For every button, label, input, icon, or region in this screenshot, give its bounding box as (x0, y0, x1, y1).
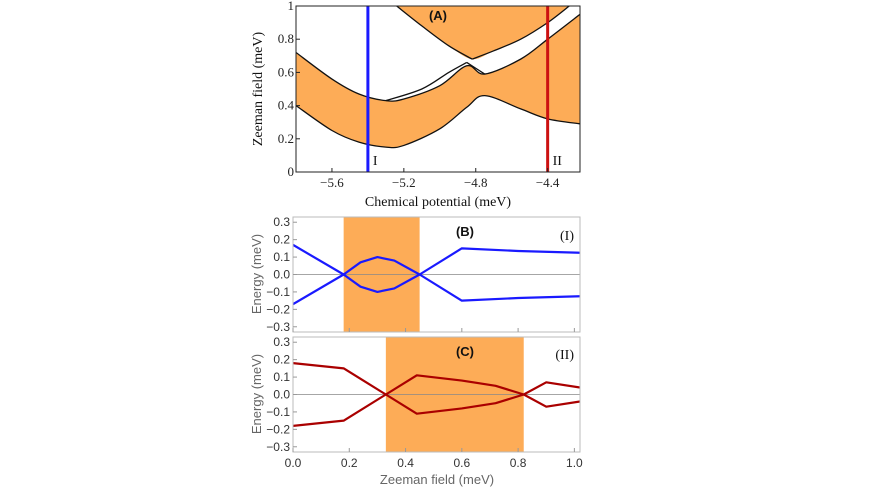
panel-a-xtick-label: −5.6 (320, 175, 344, 190)
panel-a-frame (295, 5, 581, 173)
panel-c-xticks: 0.0 0.2 0.4 0.6 0.8 1.0 (285, 448, 583, 470)
panel-a-ytick-label: 0.4 (278, 98, 295, 113)
panelC-ytick-label: 0.3 (273, 335, 290, 349)
curve-lower-band-bottom (296, 94, 580, 149)
panel-a-ytick-label: 0 (288, 164, 295, 179)
panel-c-xlabel: Zeeman field (meV) (380, 472, 494, 487)
panel-b-ylabel: Energy (meV) (249, 234, 264, 314)
panelB-ytick-label: 0.2 (273, 233, 290, 247)
panelB-ytick-label: −0.2 (266, 302, 290, 316)
panel-a-ylabel: Zeeman field (meV) (251, 32, 266, 147)
panelB-series-lower (293, 273, 580, 306)
curve-lower-band-top (296, 13, 580, 102)
panelC-xtick-label: 0.8 (510, 456, 527, 470)
panel-c-lines (293, 362, 580, 427)
panelC-xtick-label: 0.0 (285, 456, 302, 470)
line-ii-label: II (553, 154, 563, 169)
panelC-ytick-label: −0.1 (266, 405, 290, 419)
curve-upper-band-right (471, 6, 570, 60)
panel-a-yticks: 0 0.2 0.4 0.6 0.8 1 (278, 0, 300, 179)
panel-a-vlines (366, 6, 550, 172)
panel-b-label: (B) (456, 224, 474, 239)
panelB-ytick-label: −0.1 (266, 285, 290, 299)
panelB-ytick-label: 0.1 (273, 250, 290, 264)
panelC-xtick-label: 0.6 (453, 456, 470, 470)
panelB-ytick-label: −0.3 (266, 320, 290, 334)
panel-a-xtick-label: −4.4 (536, 175, 560, 190)
panelC-series-upper (293, 362, 580, 396)
panel-a-ytick-label: 1 (288, 0, 295, 13)
panelC-xtick-label: 0.2 (341, 456, 358, 470)
panelB-ytick-label: 0.3 (273, 215, 290, 229)
panel-a-xtick-label: −4.8 (464, 175, 488, 190)
panelC-ytick-label: −0.2 (266, 422, 290, 436)
panel-a-xlabel: Chemical potential (meV) (365, 195, 512, 210)
panel-b-corner-label: (I) (560, 229, 574, 244)
panel-b-yticks: 0.3 0.2 0.1 0.0 −0.1 −0.2 −0.3 (266, 215, 297, 334)
panel-c-corner-label: (II) (555, 348, 574, 363)
panelC-xtick-label: 1.0 (566, 456, 583, 470)
line-i-label: I (373, 154, 378, 169)
panel-a-xticks: −5.6 −5.2 −4.8 −4.4 (320, 168, 560, 190)
panelB-ytick-label: 0.0 (273, 268, 290, 282)
panelC-ytick-label: −0.3 (266, 440, 290, 454)
panel-a-fill (296, 6, 580, 148)
panel-a-ytick-label: 0.2 (278, 131, 294, 146)
panel-a-curves (296, 6, 580, 149)
panel-c-label: (C) (456, 344, 474, 359)
panel-b: 0.3 0.2 0.1 0.0 −0.1 −0.2 −0.3 (B) (I) Energy … (249, 215, 581, 334)
panelC-ytick-label: 0.0 (273, 388, 290, 402)
curve-upper-band-lower-left (385, 61, 468, 102)
panel-a: −5.6 −5.2 −4.8 −4.4 0 0.2 0.4 0.6 0.8 1 (A) Chem… (251, 0, 581, 210)
panel-c-yticks: 0.3 0.2 0.1 0.0 −0.1 −0.2 −0.3 (266, 335, 297, 454)
panel-a-xtick-label: −5.2 (392, 175, 416, 190)
panel-a-label: (A) (429, 8, 447, 23)
panel-c: 0.3 0.2 0.1 0.0 −0.1 −0.2 −0.3 0.0 0.2 0.4 0.6 0.8… (249, 335, 583, 487)
panel-c-ylabel: Energy (meV) (249, 354, 264, 434)
curve-upper-band-lower-right (466, 61, 486, 75)
panel-a-ytick-label: 0.6 (278, 64, 295, 79)
panelC-ytick-label: 0.2 (273, 353, 290, 367)
panel-a-ytick-label: 0.8 (278, 31, 294, 46)
panelC-xtick-label: 0.4 (397, 456, 414, 470)
panel-b-xtickmarks (292, 328, 575, 332)
panel-b-lines (293, 243, 580, 306)
upper-region-fill (396, 6, 580, 60)
panelC-series-lower (293, 393, 580, 427)
curve-upper-band-left (396, 6, 473, 60)
panelB-series-upper (293, 243, 580, 276)
panelC-ytick-label: 0.1 (273, 370, 290, 384)
